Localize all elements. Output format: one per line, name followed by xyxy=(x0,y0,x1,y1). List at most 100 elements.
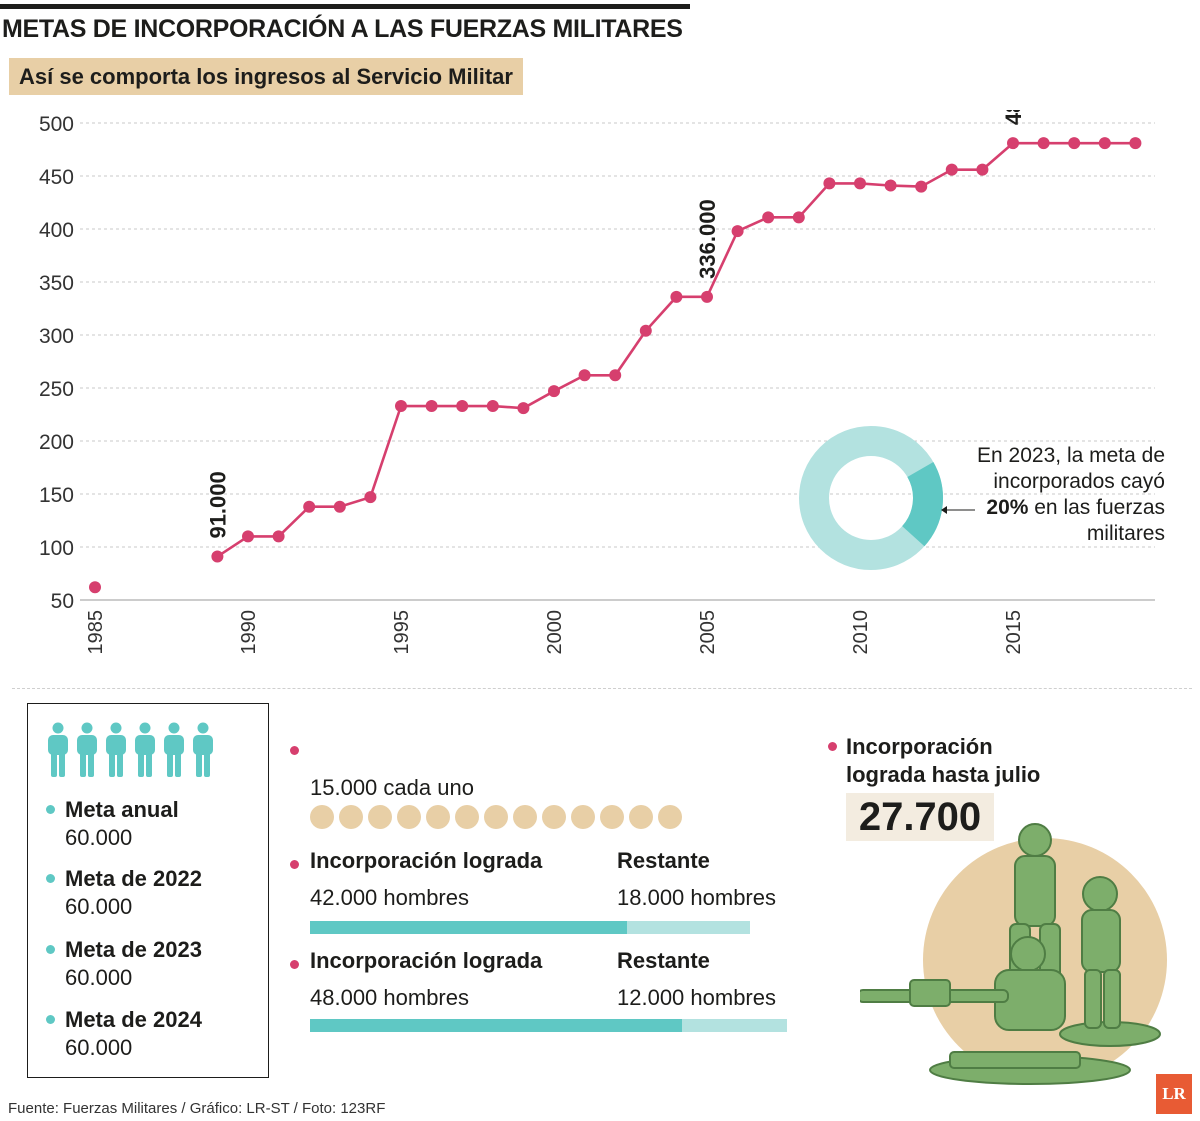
x-tick-label: 2005 xyxy=(697,610,719,655)
data-point xyxy=(364,491,377,504)
bullet-icon xyxy=(46,804,55,814)
goal-label: Meta de 2023 xyxy=(65,937,202,962)
bullet-icon xyxy=(46,873,55,883)
progress-1-remaining-value: 18.000 hombres xyxy=(617,885,776,910)
data-point xyxy=(976,163,989,176)
y-tick-label: 350 xyxy=(39,272,74,295)
person-icon xyxy=(106,722,126,777)
data-point xyxy=(456,400,469,413)
progress-2-achieved-value: 48.000 hombres xyxy=(310,985,469,1010)
top-rule xyxy=(0,4,690,9)
coin-icon xyxy=(600,805,624,829)
progress-1-achieved-label: Incorporación lograda xyxy=(310,848,543,873)
y-tick-label: 500 xyxy=(39,113,74,136)
bullet-icon xyxy=(46,1014,55,1024)
coin-icon xyxy=(484,805,508,829)
data-point xyxy=(670,290,683,303)
donut-arrowhead xyxy=(941,506,947,514)
data-point xyxy=(242,530,254,543)
soldiers-photo xyxy=(860,823,1167,1085)
donut-caption: En 2023, la meta de incorporados cayó 20… xyxy=(955,443,1165,547)
y-tick-label: 400 xyxy=(39,219,74,242)
y-tick-label: 200 xyxy=(39,431,74,454)
coin-icon xyxy=(397,805,421,829)
y-tick-label: 100 xyxy=(39,537,74,560)
progress-1-remaining-label: Restante xyxy=(617,848,710,873)
data-point xyxy=(1068,137,1081,150)
x-tick-label: 2015 xyxy=(1003,610,1025,655)
page-title: METAS DE INCORPORACIÓN A LAS FUERZAS MIL… xyxy=(2,15,683,43)
data-point xyxy=(333,500,346,513)
data-point xyxy=(1007,137,1019,150)
goal-2023: Meta de 2023 60.000 xyxy=(46,936,202,992)
x-tick-label: 1990 xyxy=(238,610,260,655)
goal-label: Meta de 2024 xyxy=(65,1007,202,1032)
data-label: 481.000 xyxy=(1001,110,1026,125)
y-tick-label: 50 xyxy=(51,590,74,613)
donut-caption-text-after: en las fuerzas militares xyxy=(1028,496,1165,545)
source-note: Fuente: Fuerzas Militares / Gráfico: LR-… xyxy=(8,1100,386,1117)
y-tick-label: 450 xyxy=(39,166,74,189)
data-point xyxy=(211,550,224,563)
data-point xyxy=(425,400,438,413)
data-point xyxy=(486,400,499,413)
progress-1-remaining-bar xyxy=(627,921,750,934)
goals-box: Meta anual 60.000 Meta de 2022 60.000 Meta… xyxy=(27,703,269,1078)
people-icons xyxy=(46,722,215,778)
progress-2-remaining-label: Restante xyxy=(617,948,710,973)
data-point xyxy=(762,211,775,224)
person-icon xyxy=(164,722,184,777)
data-point xyxy=(792,211,805,224)
coin-icon xyxy=(426,805,450,829)
goal-value: 60.000 xyxy=(65,965,133,990)
achieved-value: 27.700 xyxy=(846,793,994,841)
data-label: 91.000 xyxy=(205,471,230,538)
person-icon xyxy=(193,722,213,777)
goal-value: 60.000 xyxy=(65,825,133,850)
bullet-icon xyxy=(290,860,299,869)
person-icon xyxy=(77,722,97,777)
data-point xyxy=(395,400,407,413)
progress-1-achieved-value: 42.000 hombres xyxy=(310,885,469,910)
bullet-icon xyxy=(46,944,55,954)
coin-icon xyxy=(310,805,334,829)
data-point xyxy=(945,163,958,176)
coin-icon xyxy=(658,805,682,829)
achieved-heading: Incorporación lograda hasta julio xyxy=(846,733,1040,789)
data-point xyxy=(731,225,744,238)
donut-segment xyxy=(799,425,943,570)
achieved-heading-line2: lograda hasta julio xyxy=(846,762,1041,787)
coin-icon xyxy=(629,805,653,829)
data-point xyxy=(701,290,713,303)
data-point xyxy=(578,369,591,382)
progress-2-achieved-bar xyxy=(310,1019,682,1032)
data-point xyxy=(272,530,285,543)
data-point xyxy=(884,179,897,192)
goal-value: 60.000 xyxy=(65,894,133,919)
bullet-icon xyxy=(290,746,299,755)
toy-soldiers-illustration xyxy=(860,823,1161,1085)
data-point xyxy=(915,180,928,193)
coins-caption: 15.000 cada uno xyxy=(310,775,474,800)
data-point xyxy=(517,402,530,415)
bullet-icon xyxy=(828,742,837,751)
goal-label: Meta anual xyxy=(65,797,179,822)
y-tick-label: 300 xyxy=(39,325,74,348)
coin-icon xyxy=(455,805,479,829)
x-tick-label: 2000 xyxy=(544,610,566,655)
goal-2022: Meta de 2022 60.000 xyxy=(46,865,202,921)
donut-base xyxy=(799,426,943,570)
data-point xyxy=(639,324,652,337)
progress-2-remaining-value: 12.000 hombres xyxy=(617,985,776,1010)
coins-row xyxy=(310,805,682,829)
goal-2024: Meta de 2024 60.000 xyxy=(46,1006,202,1062)
x-tick-label: 1985 xyxy=(85,610,107,655)
donut-caption-highlight: 20% xyxy=(986,496,1029,519)
coin-icon xyxy=(368,805,392,829)
data-point xyxy=(1037,137,1050,150)
coin-icon xyxy=(339,805,363,829)
progress-2-achieved-label: Incorporación lograda xyxy=(310,948,543,973)
data-point xyxy=(1129,137,1142,150)
data-point xyxy=(854,177,866,190)
coin-icon xyxy=(571,805,595,829)
